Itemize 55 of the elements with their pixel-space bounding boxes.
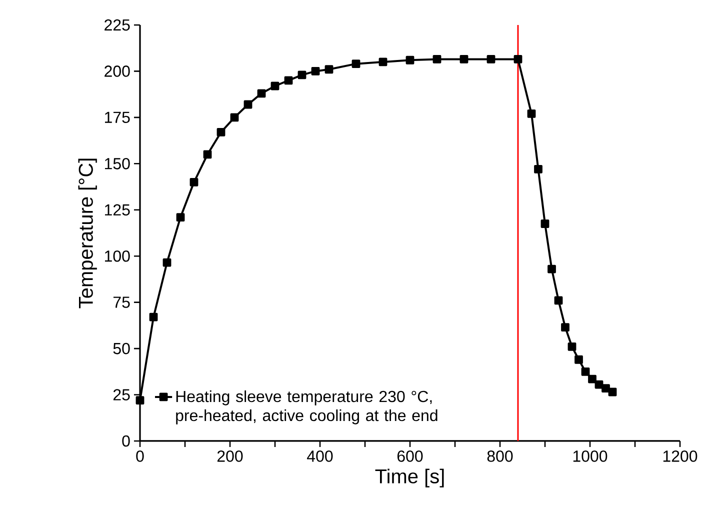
point: [554, 296, 563, 305]
y-tick-label: 75: [113, 296, 130, 308]
point: [486, 54, 496, 64]
point: [230, 113, 239, 122]
point: [352, 60, 360, 68]
point: [540, 220, 550, 228]
point: [149, 312, 158, 322]
y-tick-label: 225: [104, 19, 130, 31]
point: [527, 110, 536, 118]
point: [190, 178, 198, 186]
x-tick-label: 1000: [573, 450, 608, 462]
y-axis-title: Temperature [°C]: [78, 158, 97, 308]
point: [608, 388, 617, 396]
point: [460, 54, 468, 64]
point: [406, 56, 414, 64]
x-tick-label: 200: [217, 450, 243, 462]
y-tick-label: 25: [113, 389, 130, 400]
point: [176, 213, 185, 222]
point: [270, 82, 280, 90]
point: [594, 380, 604, 389]
point: [216, 128, 226, 136]
legend-label: Heating sleeve temperature 230 °C, pre-heated, active cooling at the end: [176, 390, 438, 424]
x-axis-title: Time [s]: [375, 468, 444, 488]
point: [588, 374, 596, 384]
point: [548, 264, 556, 274]
point: [298, 70, 306, 80]
x-tick-label: 600: [397, 450, 423, 462]
y-tick-label: 100: [105, 250, 130, 262]
y-tick-label: 150: [105, 158, 130, 170]
point: [378, 58, 388, 66]
point: [568, 342, 576, 351]
y-tick-label: 50: [113, 342, 130, 354]
point: [284, 76, 293, 85]
y-tick-label: 175: [105, 112, 130, 124]
point: [574, 355, 583, 364]
y-tick-label: 0: [122, 435, 130, 447]
point: [203, 150, 212, 159]
x-tick-label: 800: [487, 450, 513, 462]
point: [514, 54, 522, 64]
point: [581, 367, 590, 376]
point: [324, 65, 334, 74]
y-tick-label: 125: [105, 204, 130, 216]
point: [136, 396, 144, 405]
y-tick-label: 200: [104, 66, 130, 77]
point: [257, 89, 266, 98]
x-tick-label: 0: [136, 450, 144, 462]
x-tick-label: 1200: [663, 450, 698, 462]
point: [534, 165, 542, 174]
point: [432, 54, 442, 64]
point: [162, 258, 172, 267]
point: [311, 67, 320, 76]
x-tick-label: 400: [307, 450, 333, 462]
point: [561, 323, 570, 332]
point: [602, 384, 610, 392]
point: [244, 100, 252, 109]
